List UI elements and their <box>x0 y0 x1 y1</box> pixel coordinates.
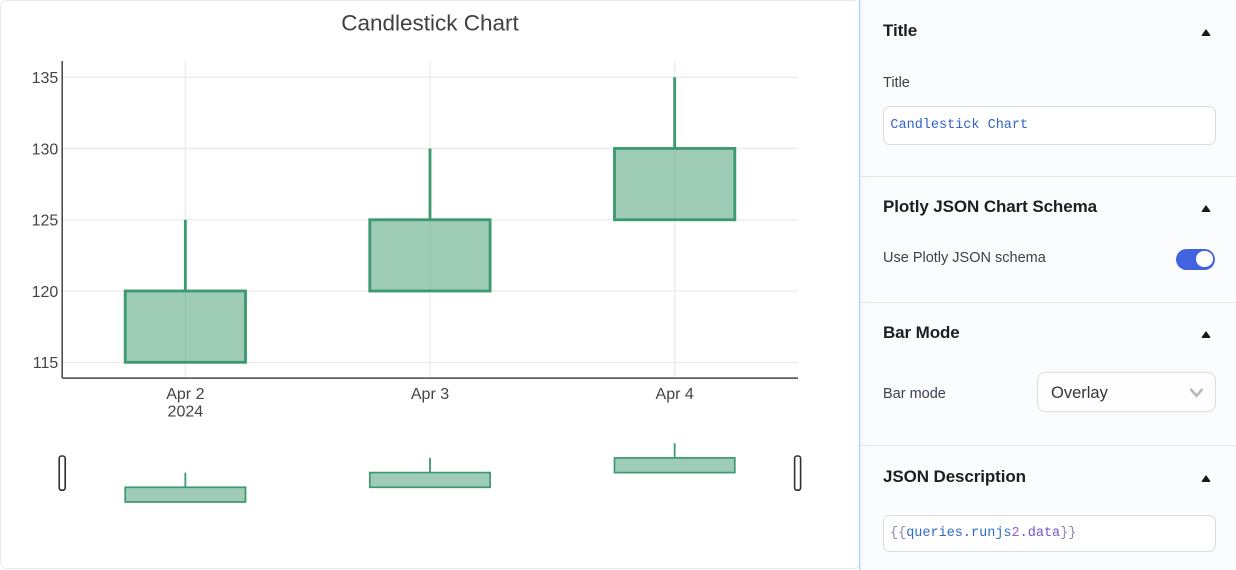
svg-text:Apr 4: Apr 4 <box>656 386 694 403</box>
svg-text:Apr 2: Apr 2 <box>166 386 204 403</box>
svg-text:Candlestick Chart: Candlestick Chart <box>341 11 519 36</box>
svg-text:125: 125 <box>32 213 59 230</box>
svg-text:2024: 2024 <box>168 403 204 420</box>
svg-text:115: 115 <box>33 355 59 372</box>
svg-text:135: 135 <box>32 70 59 87</box>
svg-text:130: 130 <box>32 141 59 158</box>
svg-text:Apr 3: Apr 3 <box>411 386 449 403</box>
svg-text:120: 120 <box>32 284 59 301</box>
